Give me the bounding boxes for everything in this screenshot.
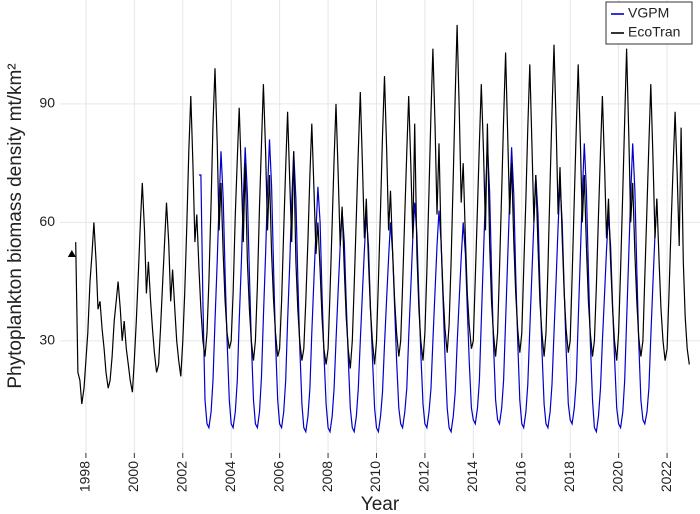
marker	[67, 249, 76, 257]
x-tick-label: 2004	[222, 461, 238, 492]
x-tick-label: 2018	[561, 461, 577, 492]
legend-label: EcoTran	[628, 24, 680, 40]
y-tick-label: 90	[39, 95, 55, 111]
y-axis-title: Phytoplankton biomass density mt/km²	[5, 63, 26, 388]
x-tick-label: 2000	[125, 461, 141, 492]
series-line	[75, 24, 690, 405]
x-tick-label: 2002	[173, 461, 189, 492]
x-tick-label: 2010	[367, 461, 383, 492]
y-tick-label: 60	[39, 213, 55, 229]
x-tick-label: 2012	[416, 461, 432, 492]
x-tick-label: 1998	[77, 461, 93, 492]
x-tick-label: 2014	[464, 461, 480, 492]
legend: VGPM EcoTran	[605, 1, 693, 45]
x-axis-title: Year	[361, 494, 400, 514]
x-tick-label: 2020	[609, 461, 625, 492]
legend-box	[605, 1, 693, 45]
x-tick-label: 2022	[658, 461, 674, 492]
x-tick-label: 2016	[512, 461, 528, 492]
legend-label: VGPM	[628, 5, 669, 21]
x-tick-label: 2008	[319, 461, 335, 492]
x-tick-label: 2006	[270, 461, 286, 492]
y-tick-label: 30	[39, 332, 55, 348]
